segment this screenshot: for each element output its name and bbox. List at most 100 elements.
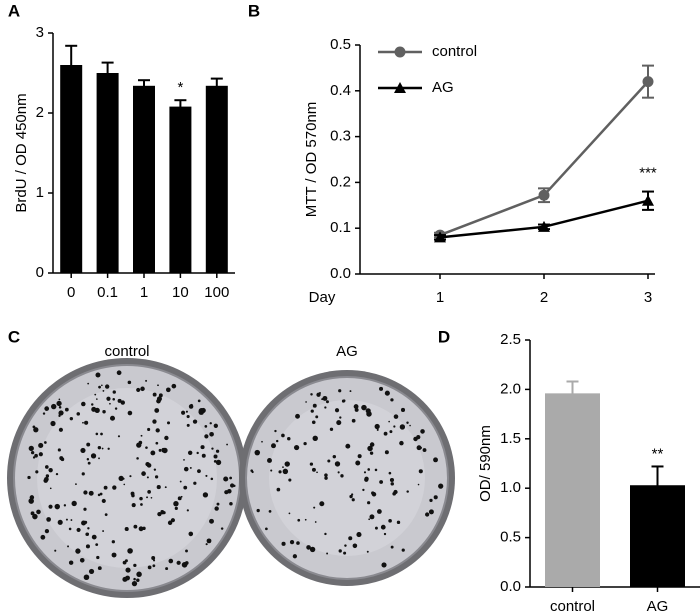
colony: [99, 492, 103, 496]
colony: [210, 477, 214, 481]
colony: [133, 577, 136, 581]
colony: [292, 554, 298, 559]
colony: [324, 406, 327, 409]
colony: [351, 418, 356, 423]
colony: [288, 478, 292, 482]
colony: [351, 498, 355, 502]
colony: [334, 461, 341, 467]
colony: [44, 441, 47, 444]
colony: [138, 526, 144, 532]
colony: [71, 500, 77, 507]
colony: [59, 410, 62, 413]
colony: [136, 578, 140, 582]
colony: [147, 427, 151, 432]
colony: [139, 496, 143, 501]
colony: [140, 503, 143, 506]
colony: [57, 519, 63, 525]
colony: [146, 476, 149, 479]
colony: [276, 439, 279, 443]
colony: [32, 513, 38, 520]
x-tick-label: 100: [204, 284, 229, 301]
colony: [107, 447, 110, 450]
colony: [310, 393, 313, 396]
colony: [316, 392, 321, 397]
colony: [220, 527, 224, 530]
colony: [85, 544, 90, 549]
x-tick-label: 1: [436, 289, 444, 306]
colony: [315, 415, 319, 419]
colony: [311, 420, 316, 425]
colony: [158, 393, 163, 398]
plate-label: AG: [336, 343, 358, 360]
colony: [185, 410, 188, 413]
x-tick-label: 1: [140, 284, 148, 301]
colony: [34, 453, 38, 458]
colony: [165, 567, 169, 571]
colony: [97, 493, 101, 497]
colony: [153, 468, 157, 471]
colony: [91, 403, 94, 406]
colony: [44, 529, 50, 534]
colony: [88, 568, 95, 575]
colony: [186, 423, 190, 427]
colony: [362, 488, 365, 492]
colony: [400, 407, 406, 412]
colony: [363, 471, 367, 474]
colony: [193, 481, 197, 485]
bar: [169, 106, 192, 273]
colony: [176, 560, 181, 565]
colony: [101, 384, 103, 387]
colony: [187, 450, 193, 456]
plate-label: control: [104, 343, 149, 360]
colony: [86, 458, 90, 461]
colony: [364, 477, 369, 482]
colony: [27, 475, 31, 480]
colony: [133, 524, 138, 529]
colony: [340, 474, 344, 478]
colony: [339, 416, 342, 419]
colony: [124, 526, 129, 532]
colony: [406, 421, 409, 424]
colony: [313, 506, 316, 509]
colony: [384, 450, 389, 455]
colony: [164, 435, 169, 441]
colony: [145, 379, 148, 382]
colony: [131, 580, 138, 587]
colony: [322, 395, 328, 401]
colony: [227, 489, 232, 494]
y-tick-label: 0.2: [330, 173, 351, 190]
colony: [271, 443, 276, 449]
colony: [433, 457, 438, 463]
colony: [69, 416, 74, 421]
colony: [48, 504, 53, 509]
annotation: ***: [639, 165, 657, 182]
colony: [38, 442, 44, 449]
colony: [356, 532, 362, 538]
colony: [55, 472, 59, 476]
colony: [202, 492, 209, 498]
colony: [327, 459, 331, 463]
colony: [81, 472, 85, 476]
colony: [336, 420, 342, 426]
colony: [63, 504, 67, 507]
colony: [230, 483, 235, 488]
colony: [54, 503, 60, 510]
colony: [81, 401, 86, 407]
colony: [213, 454, 218, 459]
colony: [127, 548, 133, 554]
y-axis-label: BrdU / OD 450nm: [13, 93, 30, 212]
colony: [341, 399, 346, 403]
colony: [112, 390, 116, 394]
colony: [58, 427, 63, 432]
colony: [309, 546, 316, 553]
colony: [181, 410, 186, 415]
bar: [205, 85, 228, 273]
y-tick-label: 3: [36, 24, 44, 41]
colony: [59, 456, 64, 461]
colony: [95, 432, 99, 436]
colony: [215, 459, 222, 466]
colony: [112, 485, 117, 490]
colony: [417, 483, 420, 486]
colony: [319, 501, 325, 507]
colony: [70, 519, 73, 521]
